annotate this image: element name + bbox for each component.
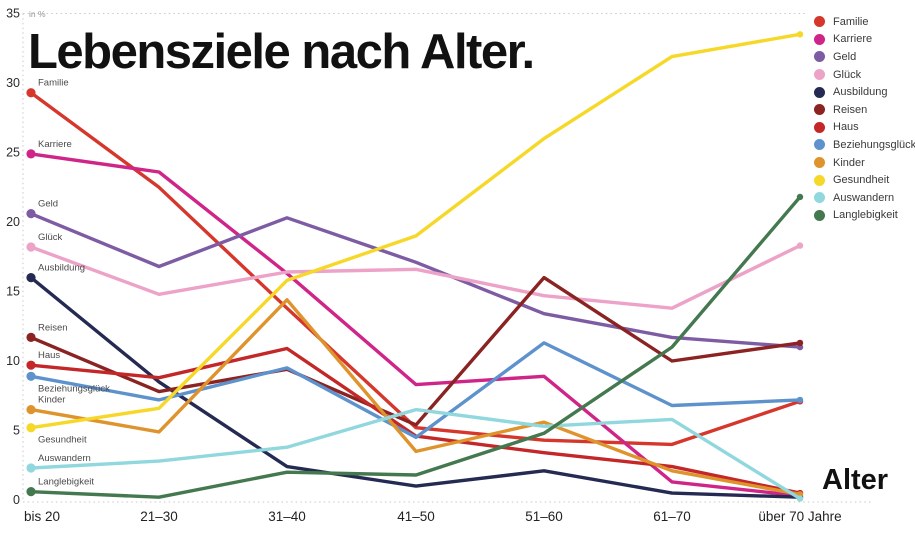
series-start-dot-langlebigkeit: [26, 487, 36, 497]
legend-label: Kinder: [833, 156, 865, 169]
x-tick-label: 51–60: [525, 509, 563, 524]
legend-item-familie: Familie: [814, 13, 915, 31]
series-line-karriere: [29, 152, 802, 498]
series-end-dot-beziehungsglck: [796, 396, 804, 404]
series-start-dot-reisen: [26, 332, 36, 342]
legend-color-dot: [814, 51, 825, 63]
legend-label: Langlebigkeit: [833, 209, 898, 222]
legend-label: Gesundheit: [833, 174, 890, 187]
series-end-dot-auswandern: [796, 495, 804, 502]
y-axis-unit-label: in %: [29, 9, 46, 19]
legend-color-dot: [814, 104, 825, 116]
legend-label: Auswandern: [833, 191, 895, 204]
legend-color-dot: [814, 86, 825, 98]
series-start-dot-haus: [26, 360, 36, 370]
x-tick-label: 41–50: [397, 509, 435, 524]
series-line-geld: [29, 211, 802, 349]
legend-label: Ausbildung: [833, 86, 888, 99]
series-line-gesundheit: [29, 32, 802, 430]
y-tick-label: 25: [6, 146, 20, 160]
series-end-dot-glck: [796, 242, 804, 249]
series-inline-label-kinder: Kinder: [38, 395, 65, 406]
series-start-dot-familie: [26, 88, 36, 98]
series-inline-label-gesundheit: Gesundheit: [38, 435, 87, 446]
series-line-beziehungsglck: [29, 341, 802, 440]
y-tick-label: 0: [13, 493, 20, 507]
x-tick-label: bis 20: [24, 509, 60, 524]
y-tick-label: 30: [6, 76, 20, 90]
legend-color-dot: [814, 157, 825, 169]
x-axis-title: Alter: [822, 464, 889, 496]
legend-color-dot: [814, 16, 825, 28]
series-start-dot-glck: [26, 242, 36, 252]
series-inline-label-ausbildung: Ausbildung: [38, 263, 85, 274]
legend: Familie Karriere Geld Glück Ausbildung Reisen…: [814, 13, 915, 224]
legend-item-auswandern: Auswandern: [814, 189, 915, 207]
y-tick-label: 20: [6, 215, 20, 229]
page-title: Lebensziele nach Alter.: [28, 25, 535, 79]
series-inline-label-beziehungsglck: Beziehungsglück: [38, 383, 110, 394]
series-inline-label-glck: Glück: [38, 232, 63, 243]
y-tick-label: 35: [6, 7, 20, 21]
series-line-glck: [29, 243, 802, 310]
series-inline-label-geld: Geld: [38, 199, 58, 210]
series-end-dot-gesundheit: [796, 31, 804, 38]
legend-item-reisen: Reisen: [814, 101, 915, 119]
legend-item-gesundheit: Gesundheit: [814, 171, 915, 189]
legend-item-ausbildung: Ausbildung: [814, 83, 915, 101]
legend-item-karriere: Karriere: [814, 31, 915, 49]
series-start-dot-ausbildung: [26, 273, 36, 283]
series-end-dot-reisen: [796, 339, 804, 347]
legend-label: Reisen: [833, 103, 868, 116]
legend-color-dot: [814, 192, 825, 204]
series-inline-label-langlebigkeit: Langlebigkeit: [38, 477, 94, 488]
series-inline-label-karriere: Karriere: [38, 139, 72, 150]
legend-label: Geld: [833, 50, 857, 63]
series-line-ausbildung: [29, 275, 802, 499]
legend-label: Karriere: [833, 33, 873, 46]
series-start-dot-gesundheit: [26, 423, 36, 433]
legend-label: Glück: [833, 68, 862, 81]
series-end-dot-langlebigkeit: [796, 193, 804, 201]
series-start-dot-geld: [26, 209, 36, 219]
x-tick-label: 21–30: [140, 509, 178, 524]
legend-color-dot: [814, 121, 825, 133]
legend-color-dot: [814, 33, 825, 45]
legend-item-langlebigkeit: Langlebigkeit: [814, 207, 915, 225]
y-tick-label: 5: [13, 424, 20, 438]
series-line-reisen: [29, 275, 802, 427]
y-tick-label: 15: [6, 285, 20, 299]
legend-label: Familie: [833, 15, 869, 28]
series-start-dot-auswandern: [26, 463, 36, 473]
series-start-dot-beziehungsglck: [26, 371, 36, 381]
legend-item-geld: Geld: [814, 48, 915, 66]
series-inline-label-auswandern: Auswandern: [38, 453, 91, 464]
x-tick-label: 61–70: [653, 509, 691, 524]
series-line-kinder: [29, 298, 802, 497]
legend-label: Beziehungsglück: [833, 138, 915, 151]
series-line-auswandern: [29, 407, 802, 501]
legend-item-haus: Haus: [814, 119, 915, 137]
series-inline-label-haus: Haus: [38, 350, 60, 361]
x-tick-label: über 70 Jahre: [758, 509, 841, 524]
legend-color-dot: [814, 209, 825, 221]
legend-label: Haus: [833, 121, 859, 134]
series-start-dot-kinder: [26, 405, 36, 415]
legend-color-dot: [814, 69, 825, 81]
legend-color-dot: [814, 174, 825, 186]
series-inline-label-familie: Familie: [38, 78, 69, 89]
legend-item-beziehungsglck: Beziehungsglück: [814, 136, 915, 154]
legend-item-glck: Glück: [814, 66, 915, 84]
x-tick-label: 31–40: [268, 509, 306, 524]
legend-color-dot: [814, 139, 825, 151]
legend-item-kinder: Kinder: [814, 154, 915, 172]
series-line-langlebigkeit: [29, 195, 802, 499]
series-start-dot-karriere: [26, 149, 36, 159]
series-inline-label-reisen: Reisen: [38, 322, 68, 333]
series-line-familie: [29, 90, 802, 447]
y-tick-label: 10: [6, 354, 20, 368]
